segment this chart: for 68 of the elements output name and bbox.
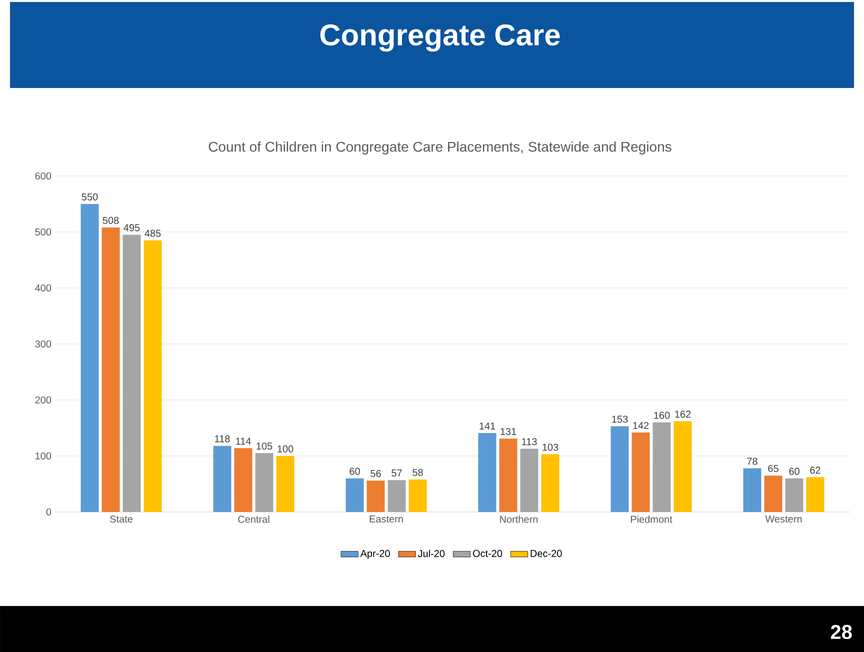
x-tick-label: Northern bbox=[500, 516, 538, 523]
y-tick-label: 200 bbox=[35, 396, 52, 404]
bar bbox=[80, 204, 99, 512]
bar bbox=[255, 453, 274, 512]
bar bbox=[276, 456, 294, 512]
chart-title: Congregate Care bbox=[320, 24, 560, 52]
y-tick-label: 300 bbox=[35, 340, 52, 348]
data-label: 103 bbox=[542, 444, 558, 451]
bar bbox=[652, 422, 671, 512]
legend-label: Jul-20 bbox=[418, 550, 445, 558]
data-label: 485 bbox=[144, 230, 161, 237]
text: 28 bbox=[830, 624, 852, 640]
bar bbox=[743, 468, 762, 512]
bar bbox=[632, 432, 650, 512]
data-label: 65 bbox=[768, 464, 778, 472]
legend-label: Apr-20 bbox=[360, 550, 390, 559]
y-tick-label: 600 bbox=[35, 172, 52, 180]
bar bbox=[346, 478, 364, 512]
bar bbox=[674, 421, 692, 512]
data-label: 141 bbox=[480, 422, 496, 430]
bar bbox=[102, 228, 120, 512]
data-label: 495 bbox=[124, 224, 140, 232]
data-label: 114 bbox=[236, 438, 251, 445]
data-label: 57 bbox=[392, 470, 402, 477]
data-label: 508 bbox=[102, 216, 119, 224]
y-tick-label: 500 bbox=[35, 228, 52, 236]
bar bbox=[408, 480, 427, 512]
legend-label: Oct-20 bbox=[472, 550, 502, 557]
bar bbox=[478, 433, 496, 512]
y-tick-label: 0 bbox=[46, 508, 52, 516]
bar bbox=[122, 234, 141, 512]
data-label: 78 bbox=[747, 458, 758, 465]
y-tick-label: 400 bbox=[35, 284, 52, 292]
bar bbox=[366, 480, 385, 512]
data-label: 131 bbox=[500, 428, 516, 436]
y-tick-label: 100 bbox=[36, 452, 52, 460]
bar bbox=[520, 448, 538, 512]
bar bbox=[806, 477, 824, 512]
bar bbox=[234, 448, 252, 512]
data-label: 118 bbox=[215, 435, 230, 442]
bar bbox=[499, 438, 518, 512]
data-label: 160 bbox=[654, 412, 670, 419]
data-label: 60 bbox=[789, 468, 800, 475]
legend-label: Dec-20 bbox=[530, 550, 562, 557]
data-label: 142 bbox=[633, 422, 649, 429]
data-label: 58 bbox=[412, 468, 423, 476]
data-label: 60 bbox=[350, 468, 360, 475]
bar bbox=[764, 476, 782, 512]
x-tick-label: Piedmont bbox=[630, 516, 672, 523]
bar bbox=[213, 446, 232, 512]
data-label: 550 bbox=[82, 193, 98, 200]
bar bbox=[610, 426, 629, 512]
data-label: 62 bbox=[810, 466, 820, 474]
data-label: 105 bbox=[256, 442, 272, 450]
data-label: 100 bbox=[278, 445, 294, 452]
bar bbox=[785, 478, 804, 512]
x-tick-label: State bbox=[110, 516, 132, 523]
data-label: 162 bbox=[675, 410, 691, 418]
bar bbox=[144, 240, 162, 512]
data-label: 113 bbox=[522, 438, 537, 446]
x-tick-label: Eastern bbox=[370, 516, 403, 522]
chart-subtitle: Count of Children in Congregate Care Placements, Statewide and Regions bbox=[208, 141, 672, 155]
data-label: 56 bbox=[370, 470, 381, 478]
data-label: 153 bbox=[612, 416, 628, 423]
bar bbox=[388, 480, 406, 512]
bar bbox=[541, 454, 560, 512]
x-tick-label: Western bbox=[765, 516, 802, 522]
x-tick-label: Central bbox=[238, 516, 270, 523]
